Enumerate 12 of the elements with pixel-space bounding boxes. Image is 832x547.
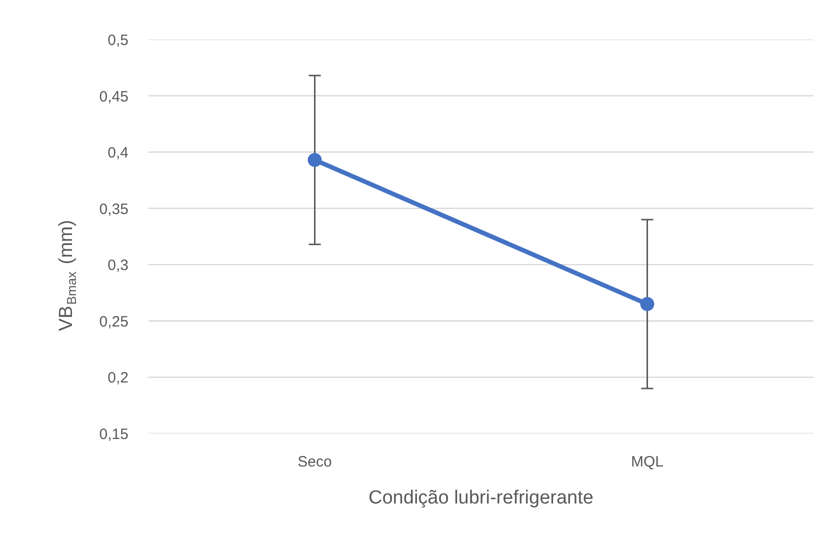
x-axis-title: Condição lubri-refrigerante (368, 488, 594, 508)
y-tick-label: 0,35 (99, 200, 129, 218)
y-tick-label: 0,5 (108, 32, 129, 49)
y-tick-label: 0,3 (108, 257, 129, 274)
y-tick-label: 0,45 (99, 88, 129, 106)
x-tick-label: MQL (631, 454, 664, 470)
y-axis-title: VBBmax (mm) (56, 220, 79, 332)
y-tick-label: 0,15 (99, 426, 129, 443)
y-tick-label: 0,4 (108, 144, 129, 162)
y-tick-label: 0,25 (99, 313, 129, 330)
y-tick-label: 0,2 (108, 370, 129, 387)
x-tick-label: Seco (298, 454, 332, 470)
